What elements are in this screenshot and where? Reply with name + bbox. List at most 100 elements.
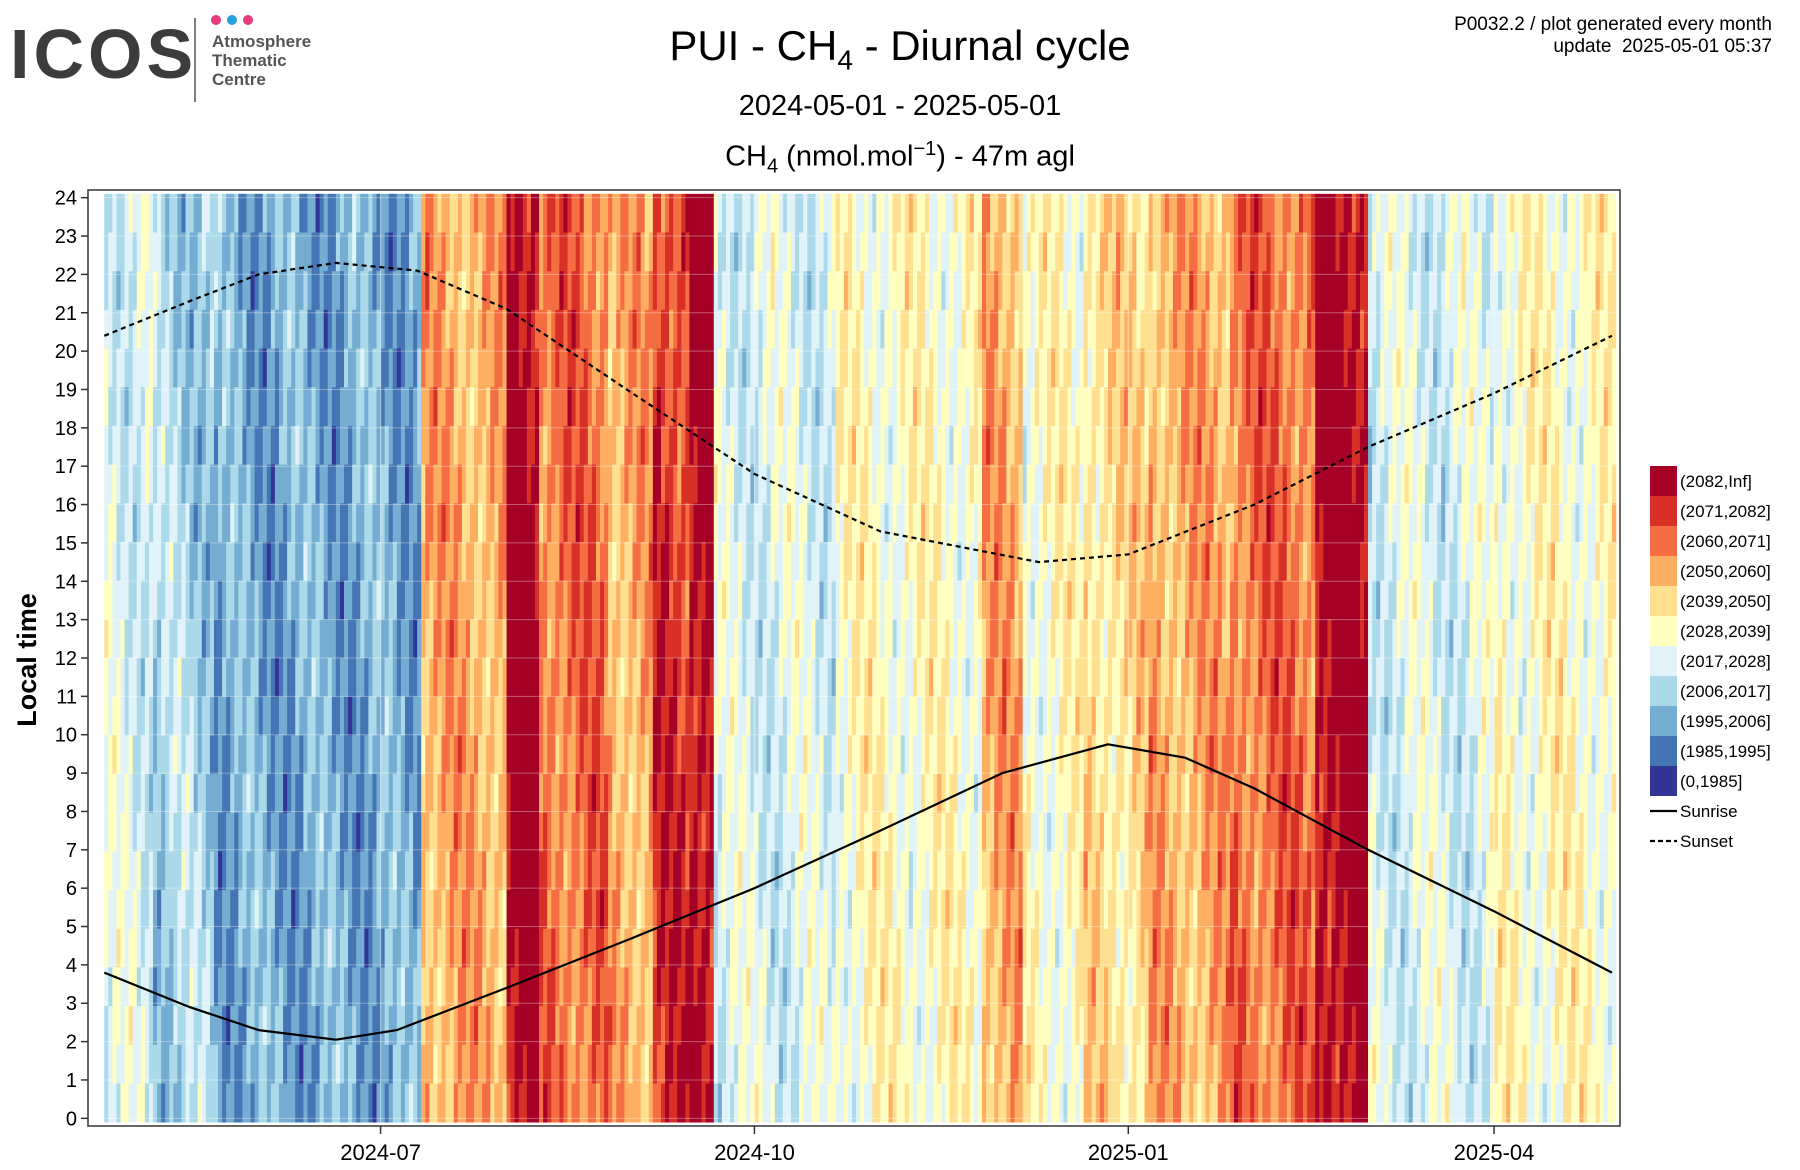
meta-line-1: P0032.2 / plot generated every month bbox=[1454, 14, 1772, 35]
heatmap-cell bbox=[876, 1044, 881, 1084]
heatmap-cell bbox=[295, 774, 300, 814]
heatmap-cell bbox=[161, 541, 166, 581]
heatmap-cell bbox=[754, 1083, 759, 1123]
heatmap-cell bbox=[246, 387, 251, 427]
heatmap-cell bbox=[567, 774, 572, 814]
heatmap-cell bbox=[616, 193, 621, 233]
heatmap-cell bbox=[648, 1006, 654, 1046]
heatmap-cell bbox=[388, 232, 394, 272]
heatmap-cell bbox=[778, 309, 784, 349]
heatmap-cell bbox=[640, 1044, 646, 1084]
heatmap-cell bbox=[307, 232, 312, 272]
heatmap-cell bbox=[595, 541, 601, 581]
heatmap-cell bbox=[709, 232, 715, 272]
heatmap-cell bbox=[404, 774, 410, 814]
heatmap-cell bbox=[717, 658, 723, 698]
heatmap-cell bbox=[193, 580, 199, 620]
heatmap-cell bbox=[348, 425, 353, 465]
heatmap-cell bbox=[786, 1006, 792, 1046]
heatmap-cell bbox=[437, 387, 442, 427]
heatmap-cell bbox=[872, 580, 877, 620]
heatmap-cell bbox=[628, 541, 633, 581]
heatmap-cell bbox=[616, 619, 621, 659]
heatmap-cell bbox=[612, 967, 617, 1007]
heatmap-cell bbox=[734, 1006, 739, 1046]
heatmap-cell bbox=[795, 580, 800, 620]
heatmap-cell bbox=[376, 1083, 381, 1123]
heatmap-cell bbox=[571, 1044, 576, 1084]
heatmap-cell bbox=[547, 1083, 552, 1123]
heatmap-cell bbox=[457, 774, 463, 814]
heatmap-cell bbox=[811, 232, 816, 272]
heatmap-cell bbox=[376, 425, 381, 465]
heatmap-cell bbox=[547, 387, 552, 427]
heatmap-cell bbox=[421, 774, 426, 814]
heatmap-cell bbox=[242, 658, 247, 698]
heatmap-cell bbox=[291, 464, 296, 504]
heatmap-cell bbox=[132, 503, 138, 543]
heatmap-cell bbox=[169, 696, 174, 736]
heatmap-cell bbox=[945, 271, 950, 311]
heatmap-cell bbox=[421, 464, 426, 504]
heatmap-cell bbox=[717, 619, 723, 659]
heatmap-cell bbox=[242, 309, 247, 349]
heatmap-cell bbox=[518, 425, 524, 465]
heatmap-cell bbox=[539, 812, 544, 852]
heatmap-cell bbox=[734, 387, 739, 427]
heatmap-cell bbox=[713, 387, 719, 427]
heatmap-cell bbox=[490, 232, 495, 272]
heatmap-cell bbox=[758, 193, 763, 233]
heatmap-cell bbox=[132, 309, 138, 349]
heatmap-cell bbox=[677, 387, 682, 427]
heatmap-cell bbox=[547, 619, 552, 659]
heatmap-cell bbox=[563, 696, 568, 736]
heatmap-cell bbox=[331, 193, 337, 233]
heatmap-cell bbox=[274, 1083, 280, 1123]
heatmap-cell bbox=[600, 735, 605, 775]
heatmap-cell bbox=[774, 928, 780, 968]
heatmap-cell bbox=[693, 580, 698, 620]
heatmap-cell bbox=[522, 1006, 528, 1046]
heatmap-cell bbox=[888, 928, 893, 968]
heatmap-cell bbox=[474, 1006, 479, 1046]
heatmap-cell bbox=[445, 928, 451, 968]
heatmap-cell bbox=[474, 193, 479, 233]
heatmap-cell bbox=[437, 619, 442, 659]
heatmap-cell bbox=[242, 232, 247, 272]
heatmap-cell bbox=[892, 1083, 898, 1123]
heatmap-cell bbox=[502, 1083, 507, 1123]
heatmap-cell bbox=[823, 425, 828, 465]
heatmap-cell bbox=[331, 503, 337, 543]
heatmap-cell bbox=[778, 348, 784, 388]
heatmap-cell bbox=[344, 735, 349, 775]
heatmap-cell bbox=[136, 851, 142, 891]
heatmap-cell bbox=[579, 890, 585, 930]
heatmap-cell bbox=[823, 812, 828, 852]
heatmap-cell bbox=[376, 928, 381, 968]
heatmap-cell bbox=[360, 735, 365, 775]
heatmap-cell bbox=[941, 1006, 946, 1046]
heatmap-cell bbox=[563, 619, 568, 659]
heatmap-cell bbox=[912, 1006, 918, 1046]
heatmap-cell bbox=[400, 1006, 406, 1046]
heatmap-cell bbox=[153, 232, 158, 272]
heatmap-cell bbox=[636, 928, 641, 968]
heatmap-cell bbox=[921, 1044, 926, 1084]
heatmap-cell bbox=[843, 425, 849, 465]
heatmap-cell bbox=[486, 193, 491, 233]
heatmap-cell bbox=[652, 580, 658, 620]
heatmap-cell bbox=[644, 851, 650, 891]
heatmap-cell bbox=[803, 580, 808, 620]
heatmap-cell bbox=[226, 309, 231, 349]
heatmap-cell bbox=[494, 193, 499, 233]
heatmap-cell bbox=[193, 658, 199, 698]
heatmap-cell bbox=[827, 1083, 832, 1123]
heatmap-cell bbox=[795, 735, 800, 775]
heatmap-cell bbox=[864, 928, 869, 968]
heatmap-cell bbox=[616, 425, 621, 465]
heatmap-cell bbox=[266, 967, 272, 1007]
heatmap-cell bbox=[380, 232, 385, 272]
heatmap-cell bbox=[786, 812, 792, 852]
heatmap-cell bbox=[262, 232, 268, 272]
heatmap-cell bbox=[758, 619, 763, 659]
